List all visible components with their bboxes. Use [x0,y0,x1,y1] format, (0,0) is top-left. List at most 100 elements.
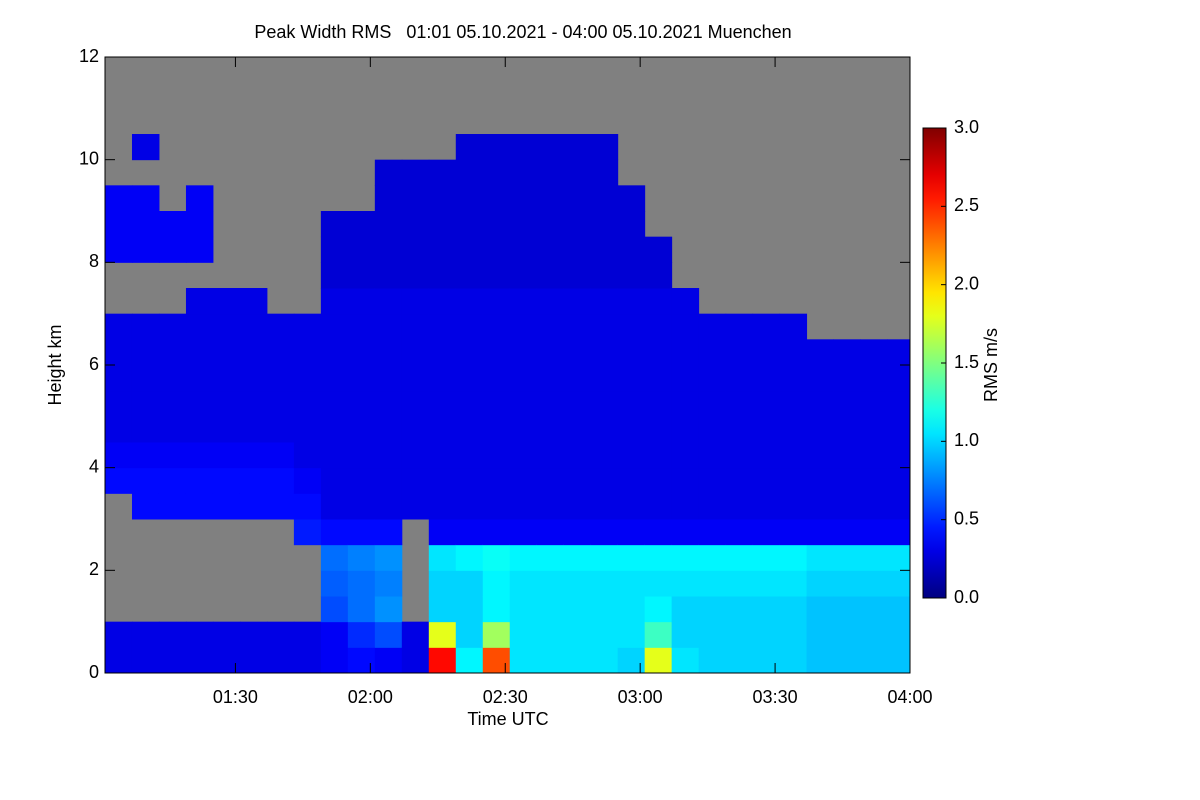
heatmap-cell [887,390,911,417]
heatmap-cell [644,365,673,392]
heatmap-cell [752,390,781,417]
heatmap-cell [617,390,646,417]
heatmap-cell [374,570,403,597]
heatmap-cell [563,647,592,674]
heatmap-cell [725,519,754,546]
heatmap-cell [455,185,484,212]
heatmap-cell [293,493,322,520]
heatmap-cell [320,390,349,417]
heatmap-cell [725,416,754,443]
heatmap-cell [887,596,911,623]
heatmap-cell [185,621,214,648]
heatmap-cell [617,544,646,571]
heatmap-cell [374,544,403,571]
heatmap-cell [698,519,727,546]
heatmap-cell [320,365,349,392]
heatmap-cell [428,467,457,494]
heatmap-cell [590,339,619,366]
heatmap-cell [806,416,835,443]
heatmap-cell [131,493,160,520]
heatmap-cell [536,211,565,238]
heatmap-cell [698,621,727,648]
heatmap-cell [374,339,403,366]
heatmap-cell [401,185,430,212]
heatmap-cell [860,621,889,648]
colorbar-tick-label: 2.5 [954,195,979,215]
heatmap-cell [833,647,862,674]
heatmap-cell [105,236,133,263]
heatmap-cell [536,313,565,340]
heatmap-cell [401,647,430,674]
heatmap-cell [833,519,862,546]
heatmap-cell [536,442,565,469]
heatmap-cell [131,211,160,238]
heatmap-cell [158,467,187,494]
heatmap-cell [806,390,835,417]
heatmap-cell [509,288,538,315]
heatmap-cell [293,467,322,494]
heatmap-cell [671,519,700,546]
heatmap-cell [428,339,457,366]
heatmap-cell [509,211,538,238]
heatmap-cell [698,647,727,674]
y-tick-label: 2 [89,559,99,579]
heatmap-cell [590,236,619,263]
heatmap-cell [158,647,187,674]
heatmap-cell [455,365,484,392]
colorbar-tick-label: 0.0 [954,587,979,607]
heatmap-cell [428,570,457,597]
heatmap-cell [698,442,727,469]
heatmap-cell [185,647,214,674]
heatmap-cell [617,621,646,648]
heatmap-cell [482,134,511,161]
heatmap-cell [428,211,457,238]
heatmap-cell [320,236,349,263]
heatmap-cell [860,390,889,417]
heatmap-cell [887,365,911,392]
heatmap-cell [806,570,835,597]
colorbar-tick-label: 1.5 [954,352,979,372]
heatmap-cell [293,339,322,366]
heatmap-cell [158,365,187,392]
heatmap-cell [428,544,457,571]
heatmap-cell [185,416,214,443]
heatmap-cell [455,211,484,238]
heatmap-cell [590,621,619,648]
heatmap-cell [725,596,754,623]
heatmap-cell [428,442,457,469]
heatmap-cell [563,621,592,648]
heatmap-cell [428,390,457,417]
heatmap-cell [887,416,911,443]
heatmap-cell [644,570,673,597]
heatmap-cell [698,365,727,392]
heatmap-cell [293,621,322,648]
colorbar-label: RMS m/s [981,328,1001,402]
heatmap-cell [266,647,295,674]
heatmap-cell [374,313,403,340]
heatmap-cell [833,339,862,366]
heatmap-cell [320,647,349,674]
heatmap-cell [401,211,430,238]
heatmap-cell [401,416,430,443]
heatmap-cell [671,647,700,674]
heatmap-cell [860,416,889,443]
heatmap-cell [239,647,268,674]
heatmap-cell [347,442,376,469]
heatmap-cell [644,596,673,623]
heatmap-cell [482,442,511,469]
heatmap-cell [401,493,430,520]
heatmap-cell [374,493,403,520]
heatmap-cell [860,570,889,597]
heatmap-cell [185,236,214,263]
heatmap-cell [482,211,511,238]
heatmap-cell [347,262,376,289]
heatmap-cell [887,570,911,597]
heatmap-cell [563,493,592,520]
heatmap-cell [509,390,538,417]
heatmap-cell [833,442,862,469]
heatmap-cell [887,493,911,520]
x-tick-label: 04:00 [887,687,932,707]
heatmap-cell [347,519,376,546]
heatmap-cell [401,236,430,263]
heatmap-cell [212,390,241,417]
